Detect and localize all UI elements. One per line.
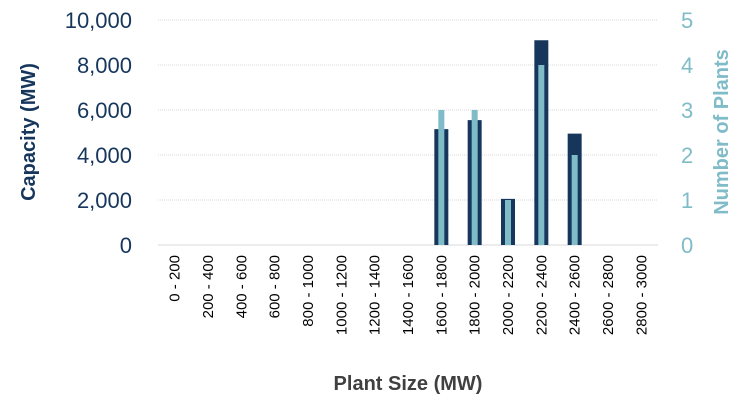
x-tick-label: 1000 - 1200 [333, 255, 350, 335]
x-tick-label: 400 - 600 [233, 255, 250, 318]
plant-count-bar [571, 155, 578, 245]
x-tick-label: 1200 - 1400 [367, 255, 384, 335]
y-tick-left-label: 6,000 [77, 98, 132, 123]
x-tick-label: 2800 - 3000 [633, 255, 650, 335]
plant-count-bar [471, 110, 478, 245]
x-tick-label: 2000 - 2200 [500, 255, 517, 335]
plant-count-bar [438, 110, 445, 245]
x-tick-label: 1400 - 1600 [400, 255, 417, 335]
y-tick-left-label: 4,000 [77, 143, 132, 168]
x-tick-label: 2400 - 2600 [567, 255, 584, 335]
y-tick-right-label: 1 [681, 188, 693, 213]
y-tick-right-label: 3 [681, 98, 693, 123]
x-tick-label: 200 - 400 [200, 255, 217, 318]
plant-count-bar [505, 200, 511, 245]
y-tick-left-label: 10,000 [65, 8, 132, 33]
x-tick-label: 800 - 1000 [300, 255, 317, 327]
y-tick-right-label: 5 [681, 8, 693, 33]
bars [434, 40, 582, 245]
gridlines [158, 19, 658, 246]
y-axis-right-title: Number of Plants [711, 49, 733, 215]
y-tick-left-label: 8,000 [77, 53, 132, 78]
right-axis-ticks: 0 1 2 3 4 5 [681, 8, 693, 258]
x-tick-label: 0 - 200 [167, 255, 184, 302]
x-axis-ticks: 0 - 200 200 - 400 400 - 600 600 - 800 800 - … [167, 255, 651, 335]
x-tick-label: 1800 - 2000 [467, 255, 484, 335]
y-tick-right-label: 0 [681, 233, 693, 258]
x-tick-label: 1600 - 1800 [433, 255, 450, 335]
x-axis-title: Plant Size (MW) [334, 373, 483, 395]
plant-count-bar [538, 65, 545, 245]
y-axis-left-title: Capacity (MW) [18, 63, 40, 201]
y-tick-left-label: 2,000 [77, 188, 132, 213]
left-axis-ticks: 0 2,000 4,000 6,000 8,000 10,000 [65, 8, 132, 258]
y-tick-left-label: 0 [120, 233, 132, 258]
y-tick-right-label: 2 [681, 143, 693, 168]
y-tick-right-label: 4 [681, 53, 693, 78]
x-tick-label: 2600 - 2800 [600, 255, 617, 335]
x-tick-label: 2200 - 2400 [533, 255, 550, 335]
x-tick-label: 600 - 800 [267, 255, 284, 318]
